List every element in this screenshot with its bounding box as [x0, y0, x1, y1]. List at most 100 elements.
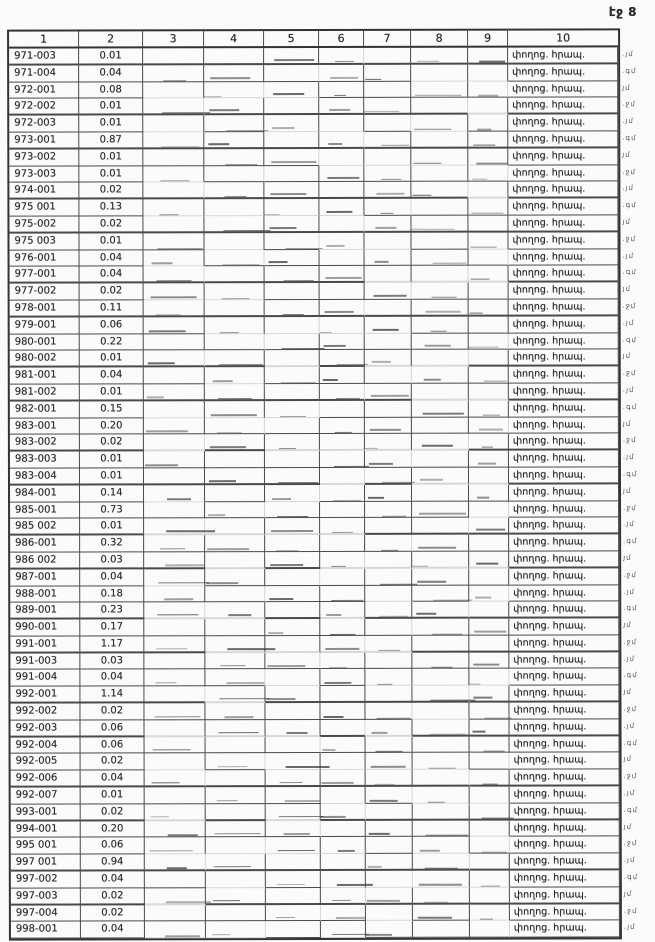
cell-empty [204, 468, 266, 485]
cell-code: 992-002 [10, 703, 81, 721]
cell-empty [319, 115, 365, 132]
scan-artifact [144, 464, 178, 467]
cell-note: փողոց. հրապ. [508, 299, 619, 317]
scan-artifact [424, 345, 451, 348]
cell-empty [365, 820, 413, 838]
cell-empty [264, 367, 320, 385]
cell-empty [320, 837, 366, 855]
scan-artifact [432, 633, 463, 635]
margin-mark: .յմ [623, 855, 636, 865]
cell-empty [205, 803, 266, 821]
cell-empty [265, 501, 321, 519]
cell-empty [319, 98, 365, 116]
cell-empty [265, 669, 321, 687]
table-row: 987-001 0.04 փողոց. հրապ. .ջմ [10, 568, 637, 587]
cell-empty [264, 199, 320, 217]
cell-empty [143, 249, 205, 267]
cell-code: 986-001 [10, 535, 81, 553]
cell-empty [320, 887, 366, 905]
cell-code: 992-005 [10, 753, 81, 771]
cell-empty [468, 282, 509, 300]
table-row: 985 002 0.01 փողոց. հրապ. .յմ [10, 517, 635, 536]
scan-artifact [224, 196, 247, 198]
cell-empty [320, 921, 369, 939]
cell-code: 995 001 [10, 837, 81, 855]
margin-mark: .ջմ [623, 704, 638, 714]
cell-empty [469, 585, 510, 602]
scan-artifact [414, 128, 452, 130]
cell-code: 978-001 [9, 300, 80, 318]
cell-empty [411, 198, 469, 216]
cell-empty [412, 501, 470, 519]
scan-artifact [217, 397, 253, 399]
cell-empty [411, 282, 469, 300]
cell-empty [205, 535, 266, 553]
cell-empty [205, 904, 266, 922]
scan-artifact [271, 530, 313, 533]
cell-empty [412, 551, 470, 569]
scan-artifact [417, 580, 446, 583]
cell-note: փողոց. հրապ. [508, 97, 619, 115]
cell-empty [143, 266, 205, 284]
cell-note: փողոց. հրապ. [508, 450, 619, 468]
table-row: 971-004 0.04 փողոց. հրապ. .գմ [9, 64, 637, 83]
cell-empty [364, 249, 412, 267]
scan-artifact [478, 428, 504, 431]
scan-artifact [372, 328, 399, 331]
scan-artifact [159, 548, 185, 550]
cell-empty [468, 97, 509, 115]
cell-empty [205, 921, 266, 939]
cell-code: 973-002 [9, 149, 80, 167]
table-row: 997 001 0.94 փողոց. հրապ. .յմ [10, 853, 636, 872]
cell-code: 975 001 [9, 199, 80, 217]
cell-empty [412, 585, 473, 603]
cell-empty [205, 501, 266, 519]
cell-value: 0.02 [79, 182, 144, 200]
cell-empty [264, 283, 320, 301]
cell-code: 975-002 [9, 216, 80, 234]
cell-empty [144, 535, 206, 553]
cell-empty [468, 433, 509, 451]
scan-artifact [425, 310, 461, 313]
cell-code: 971-004 [9, 65, 80, 83]
cell-value: 0.04 [80, 871, 145, 889]
cell-note: փողոց. հրապ. [509, 870, 620, 888]
cell-empty [144, 854, 206, 872]
scan-artifact [212, 380, 234, 383]
cell-empty [364, 316, 412, 334]
margin-mark: .յմ [622, 251, 635, 260]
margin-mark: .ջմ [623, 771, 638, 781]
scan-artifact [481, 851, 507, 853]
scan-artifact [330, 600, 364, 602]
table-row: 992-001 1.14 փողոց. հրապ. յմ [10, 685, 632, 704]
scan-artifact [371, 731, 388, 734]
table-row: 998-001 0.04 փողոց. հրապ. .յմ [10, 920, 636, 939]
cell-empty [319, 81, 365, 99]
cell-empty [144, 518, 215, 536]
cell-empty [264, 182, 320, 200]
scan-artifact [283, 313, 304, 315]
cell-value: 0.03 [80, 552, 145, 570]
scan-artifact [283, 833, 311, 836]
cell-empty [265, 484, 321, 502]
cell-empty [469, 702, 512, 720]
cell-empty [364, 198, 412, 216]
cell-empty [144, 787, 206, 805]
cell-empty [365, 551, 413, 569]
cell-empty [468, 349, 509, 367]
cell-empty [205, 837, 266, 855]
cell-empty [320, 904, 366, 922]
cell-value: 0.01 [79, 350, 144, 368]
margin-mark: յմ [622, 553, 632, 562]
cell-value: 0.06 [80, 720, 145, 738]
table-row: 984-001 0.14 փողոց. հրապ. յմ [10, 484, 632, 503]
cell-empty [204, 316, 265, 334]
cell-empty [320, 568, 366, 586]
cell-empty [143, 81, 205, 99]
cell-empty [364, 434, 412, 452]
table-row: 990-001 0.17 փողոց. հրապ. յմ [10, 618, 632, 637]
scan-artifact [368, 496, 385, 499]
cell-empty [320, 602, 366, 620]
scan-artifact [161, 146, 200, 148]
cell-empty [204, 165, 265, 183]
